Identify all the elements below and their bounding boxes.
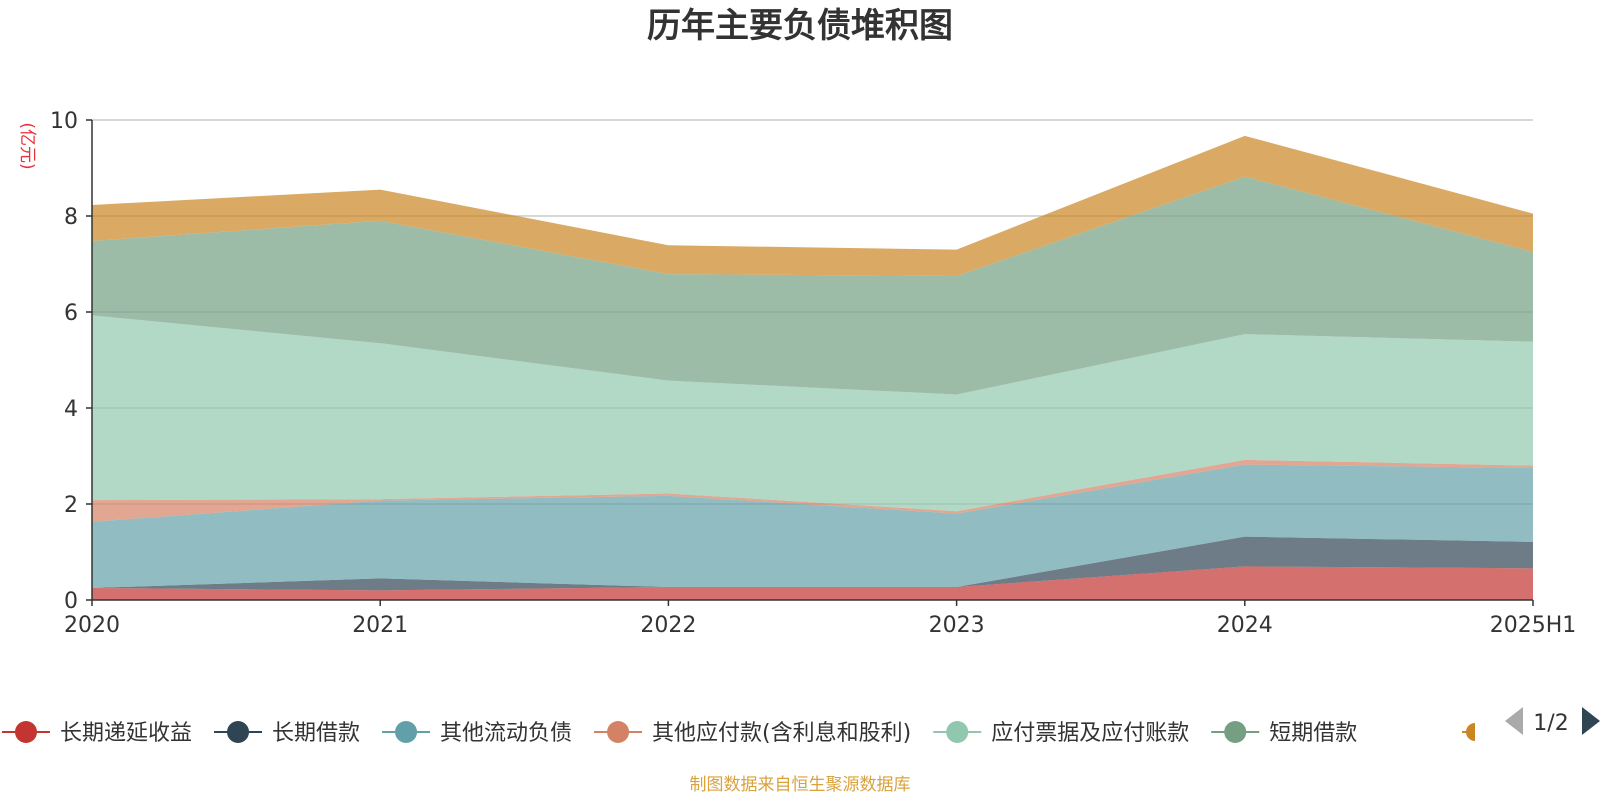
legend-item-2[interactable]: 长期借款 (214, 721, 360, 746)
y-tick-label-4: 4 (64, 397, 78, 422)
x-tick-label-1: 2020 (64, 613, 120, 638)
y-tick-label-0: 0 (64, 589, 78, 614)
next-page-icon[interactable] (1582, 707, 1600, 735)
legend-marker-icon (607, 721, 630, 743)
legend-item-3[interactable]: 其他流动负债 (382, 721, 572, 746)
legend-pager[interactable]: 1/2 (1505, 707, 1600, 736)
area-series-4 (92, 459, 1533, 522)
legend-label: 其他应付款(含利息和股利) (652, 721, 911, 746)
y-tick-label-2: 2 (64, 493, 78, 518)
prev-page-icon[interactable] (1505, 707, 1523, 735)
chart-title: 历年主要负债堆积图 (647, 6, 953, 46)
axes: 0 2 4 6 8 10 2020 2021 2022 2023 2024 2025H1 (50, 109, 1576, 638)
legend-item-6[interactable]: 短期借款 (1211, 721, 1357, 746)
area-series-1 (92, 566, 1533, 600)
y-tick-label-6: 6 (64, 301, 78, 326)
legend-marker-icon (946, 721, 969, 743)
legend-marker-icon (1224, 721, 1247, 743)
legend-label: 其他流动负债 (440, 721, 572, 746)
legend-item-5[interactable]: 应付票据及应付账款 (933, 721, 1189, 746)
x-tick-label-3: 2022 (640, 613, 696, 638)
area-series-5 (92, 315, 1533, 512)
legend-marker-icon (15, 721, 37, 743)
area-series-2 (92, 536, 1533, 591)
area-series-7 (92, 135, 1533, 276)
legend-label: 应付票据及应付账款 (991, 721, 1189, 746)
legend-marker-icon (1466, 723, 1475, 741)
x-tick-label-6: 2025H1 (1490, 613, 1577, 638)
legend-label: 长期递延收益 (60, 721, 192, 746)
area-series-3 (92, 464, 1533, 588)
legend-item-7[interactable] (1462, 723, 1475, 741)
legend-marker-icon (395, 721, 418, 743)
y-tick-label-10: 10 (50, 109, 78, 134)
x-tick-label-2: 2021 (352, 613, 408, 638)
legend-marker-icon (227, 721, 250, 743)
x-tick-label-4: 2023 (929, 613, 985, 638)
legend-item-4[interactable]: 其他应付款(含利息和股利) (594, 721, 911, 746)
x-tick-label-5: 2024 (1217, 613, 1273, 638)
area-series-6 (92, 176, 1533, 395)
stacked-areas (92, 135, 1533, 600)
legend-page-indicator: 1/2 (1533, 711, 1568, 736)
unit-label: (亿元) (17, 122, 37, 169)
data-source-note: 制图数据来自恒生聚源数据库 (690, 775, 911, 795)
legend[interactable]: 长期递延收益 长期借款 其他流动负债 其他应付款(含利息和股利) 应付票据及应付账款 短期… (2, 721, 1475, 746)
y-tick-label-8: 8 (64, 205, 78, 230)
legend-label: 短期借款 (1269, 721, 1357, 746)
legend-item-1[interactable]: 长期递延收益 (2, 721, 192, 746)
legend-label: 长期借款 (272, 721, 360, 746)
